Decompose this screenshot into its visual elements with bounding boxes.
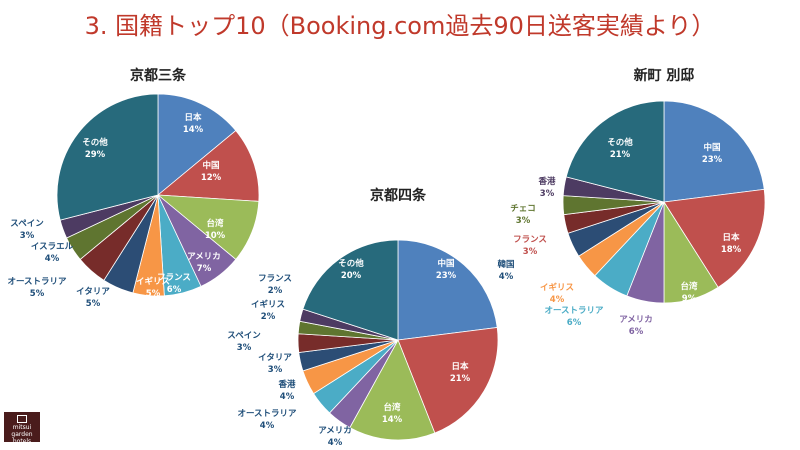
slice-label: スペイン 3% <box>227 331 261 353</box>
slice-label: 日本 18% <box>721 232 742 255</box>
slice-label: イスラエル 4% <box>31 242 74 264</box>
logo-text: mitsui garden hotels <box>11 424 33 445</box>
slice-label: 香港 3% <box>537 176 556 199</box>
slice-label: イギリス 2% <box>251 299 285 322</box>
slice-label: アメリカ 4% <box>318 426 352 448</box>
slice-label: アメリカ 6% <box>619 315 653 337</box>
pie-slice <box>157 93 237 196</box>
slice-label: イタリア 3% <box>258 352 292 375</box>
pie-slice <box>663 100 765 203</box>
slice-label: イギリス 4% <box>540 282 574 305</box>
slice-label: オーストラリア 4% <box>237 409 297 431</box>
pie-slice <box>663 188 766 288</box>
pie-slice <box>349 339 436 441</box>
slice-label: 日本 14% <box>183 112 204 135</box>
slice-label: 中国 12% <box>201 160 222 183</box>
pie-slice <box>565 100 665 203</box>
logo-icon <box>17 415 27 423</box>
chart-title: 新町 別邸 <box>634 67 695 84</box>
pie-slice <box>397 327 499 434</box>
slice-label: オーストラリア 6% <box>544 306 604 328</box>
pie-slice <box>397 239 498 341</box>
slice-label: その他 20% <box>338 258 364 281</box>
slice-label: アメリカ 7% <box>187 252 221 274</box>
slice-label: その他 21% <box>607 137 633 160</box>
slice-label: チェコ 3% <box>510 204 536 226</box>
slice-label: フランス 2% <box>258 274 292 296</box>
slice-label: 香港 4% <box>277 379 296 402</box>
pie-slice <box>156 130 260 202</box>
slice-label: イタリア 5% <box>76 286 110 309</box>
chart-title: 京都四条 <box>370 187 427 204</box>
slice-label: フランス 3% <box>513 235 547 257</box>
slice-label: 韓国 4% <box>497 259 514 282</box>
slice-label: イギリス 5% <box>136 276 170 299</box>
pie-slice <box>56 93 159 221</box>
slice-label: 台湾 14% <box>382 402 403 425</box>
slice-label: 日本 21% <box>450 361 471 384</box>
slice-label: フランス 6% <box>157 273 191 295</box>
brand-logo: mitsui garden hotels <box>4 412 40 445</box>
slice-label: その他 29% <box>82 137 108 160</box>
slice-label: オーストラリア 5% <box>7 277 67 299</box>
chart-title: 京都三条 <box>130 67 187 84</box>
slice-label: 台湾 10% <box>205 218 226 241</box>
slice-label: 中国 23% <box>702 142 723 165</box>
page-title: 3. 国籍トップ10（Booking.com過去90日送客実績より） <box>84 12 716 40</box>
slice-label: 中国 23% <box>436 258 457 281</box>
slice-label: 台湾 9% <box>680 281 698 304</box>
pie-slice <box>302 239 399 341</box>
slice-label: スペイン 3% <box>10 219 44 241</box>
